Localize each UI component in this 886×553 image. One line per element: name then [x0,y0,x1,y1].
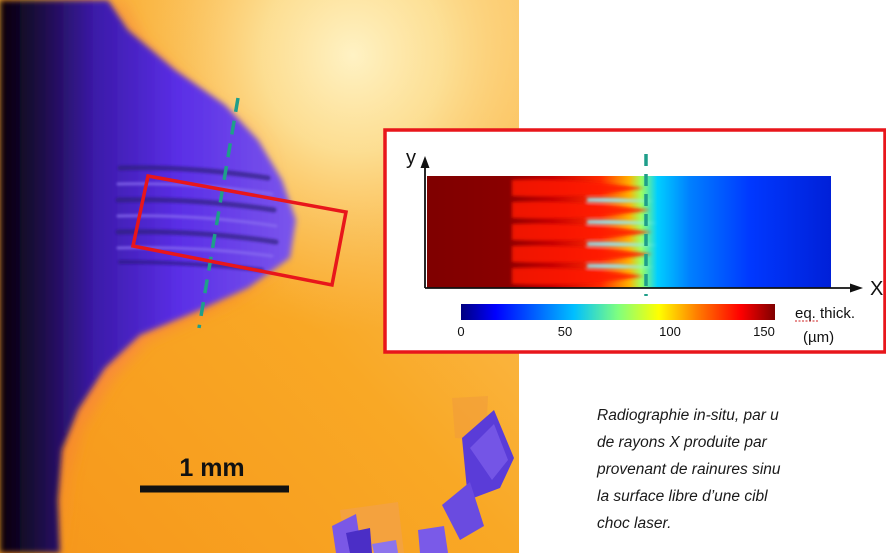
colorbar [461,304,775,320]
finger-red [512,267,644,285]
caption-line: Radiographie in-situ, par u [597,407,779,424]
groove-line [117,165,271,181]
finger-red [512,179,644,197]
fragment [418,526,448,553]
colorbar-tick-label: 100 [659,324,681,339]
finger-red [512,245,652,263]
caption-line: choc laser. [597,515,672,532]
fragment [346,528,372,553]
caption-line: de rayons X produite par [597,434,767,451]
finger-red [512,223,652,241]
dashed-guide-line [197,97,240,329]
finger-red [512,201,650,219]
fragment [442,482,484,540]
x-axis-arrow [850,283,863,293]
groove-line [115,197,277,213]
groove-line [116,214,278,228]
colorbar-tick-label: 150 [753,324,775,339]
caption: Radiographie in-situ, par u de rayons X … [597,402,886,537]
caption-line: provenant de rainures sinu [597,461,781,478]
scale-bar-label: 1 mm [179,454,244,482]
colorbar-tick-label: 0 [457,324,464,339]
roi-rectangle [130,173,349,288]
inset-panel: y X 0 50 100 150 eq. thick. (µm) [383,128,886,354]
shadow-region [0,0,296,553]
caption-line: la surface libre d’une cibl [597,488,768,505]
y-axis-arrow [420,156,430,168]
thickness-map [427,176,831,288]
y-axis-label: y [406,147,416,169]
colorbar-unit-label: eq. thick. [795,305,855,322]
colorbar-tick-label: 50 [558,324,572,339]
gap-light [587,241,658,247]
x-axis-label: X [870,278,883,300]
gap-light [587,197,654,203]
fragment [372,540,398,553]
gap-light [587,219,658,225]
gap-light [587,263,654,269]
colorbar-unit-label: (µm) [803,329,834,346]
fragment [470,424,508,480]
